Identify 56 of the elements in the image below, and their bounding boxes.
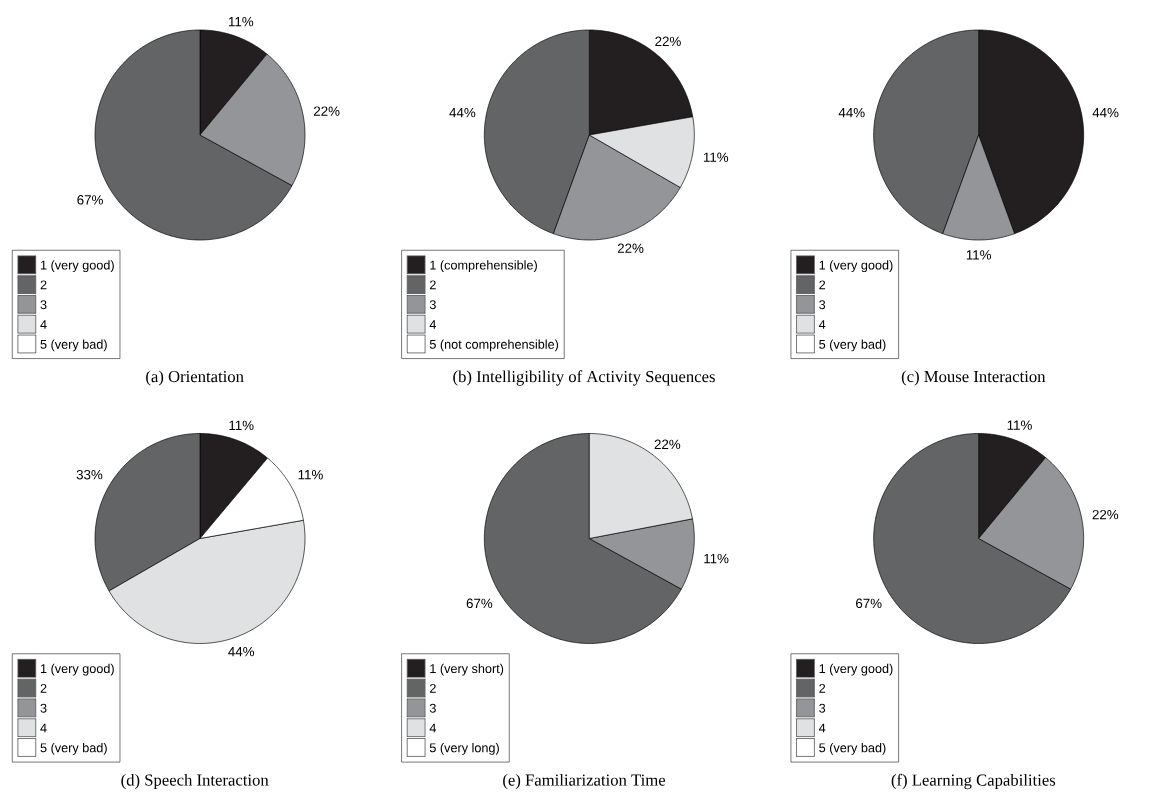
data-label: 44%: [1092, 107, 1119, 118]
data-label: 44%: [838, 107, 865, 118]
data-label: 11%: [966, 250, 992, 260]
data-label: 67%: [466, 598, 493, 609]
legend-label: 3: [819, 703, 826, 713]
data-label: 22%: [655, 36, 681, 46]
legend-label: 1 (very good): [40, 260, 114, 273]
data-label: 11%: [229, 420, 254, 430]
legend-label: 4: [818, 723, 826, 733]
data-label: 67%: [856, 598, 882, 609]
legend-label: 2: [819, 280, 826, 290]
data-label: 11%: [704, 553, 729, 564]
legend-label: 2: [40, 683, 47, 693]
legend-label: 4: [40, 723, 47, 733]
data-label: 22%: [617, 243, 644, 253]
legend-label: 5 (very bad): [40, 339, 107, 352]
data-label: 67%: [77, 195, 103, 205]
legend-label: 5 (very bad): [819, 742, 886, 755]
legend-label: 3: [40, 300, 47, 310]
legend-label: 5 (very bad): [40, 742, 107, 755]
legend-label: 1 (very good): [819, 663, 893, 676]
legend-label: 3: [40, 703, 47, 713]
legend-label: 4: [818, 320, 826, 329]
text: (e) Familiarization Time: [503, 773, 666, 790]
data-label: 11%: [1007, 420, 1032, 430]
text: (a) Orientation: [146, 370, 244, 386]
legend-label: 1 (comprehensible): [430, 260, 537, 273]
data-label: 11%: [703, 152, 729, 162]
legend-label: 4: [429, 320, 437, 329]
text: (c) Mouse Interaction: [901, 370, 1046, 386]
legend-label: 5 (not comprehensible): [429, 339, 559, 352]
legend-label: 2: [40, 280, 47, 290]
legend-label: 3: [429, 703, 436, 713]
legend-label: 3: [819, 300, 826, 310]
legend-label: 1 (very good): [40, 663, 114, 676]
data-label: 11%: [298, 470, 323, 480]
legend-label: 2: [819, 683, 826, 693]
data-label: 22%: [1092, 509, 1119, 520]
data-label: 33%: [76, 469, 103, 480]
text: (f) Learning Capabilities: [891, 773, 1056, 790]
legend-label: 4: [429, 723, 437, 733]
text: (d) Speech Interaction: [121, 773, 269, 790]
data-label: 22%: [313, 106, 340, 116]
legend-label: 2: [429, 280, 436, 290]
legend-label: 2: [429, 683, 436, 693]
legend-label: 1 (very short): [430, 663, 504, 676]
legend-label: 1 (very good): [819, 260, 893, 273]
text: (b) Intelligibility of Activity Sequences: [453, 370, 715, 386]
legend-label: 5 (very bad): [819, 339, 886, 352]
legend-label: 3: [429, 300, 436, 310]
data-label: 44%: [228, 646, 255, 657]
data-label: 22%: [654, 439, 681, 449]
data-label: 11%: [229, 17, 254, 27]
legend-label: 4: [40, 320, 47, 329]
data-label: 44%: [449, 107, 476, 118]
legend-label: 5 (very long): [429, 742, 499, 755]
